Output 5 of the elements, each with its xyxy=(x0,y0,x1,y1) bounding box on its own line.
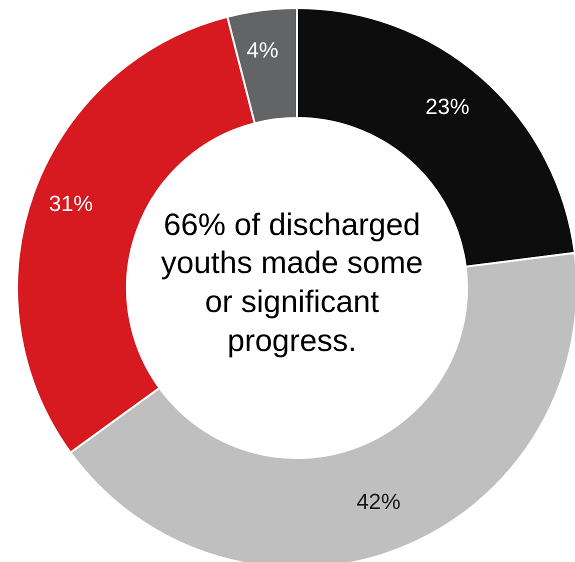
text: 66% of discharged youths made some or significant progress. xyxy=(160,206,424,360)
data-label: 4% xyxy=(246,37,278,62)
data-label: 31% xyxy=(48,190,93,216)
data-label: 23% xyxy=(425,94,470,120)
data-label: 42% xyxy=(356,488,401,514)
